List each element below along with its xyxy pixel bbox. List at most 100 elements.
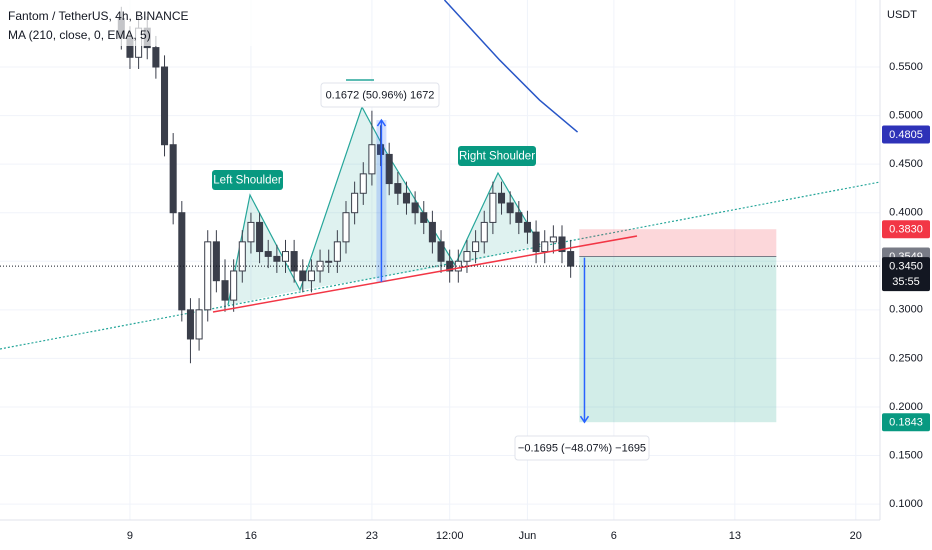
neckline (212, 235, 638, 313)
candle-body (515, 212, 523, 223)
candle-body (342, 212, 350, 243)
y-tick-label: 0.1500 (889, 449, 923, 461)
candle-body (402, 192, 410, 204)
candle-body (541, 241, 549, 253)
candle-body (558, 236, 566, 253)
candle-body (325, 260, 333, 263)
candle-body (273, 255, 281, 262)
arrow-head (579, 415, 590, 424)
price-label-box (882, 257, 930, 292)
overlay: 0.1672 (50.96%) 1672 −0.1695 (−48.07%) −1… (0, 0, 880, 461)
position-tool (579, 229, 777, 423)
y-tick-label: 0.3000 (889, 304, 923, 316)
candle-body (307, 270, 315, 282)
candle-body (394, 183, 402, 194)
x-tick-label: 20 (850, 530, 862, 542)
annotation: Right Shoulder (459, 151, 535, 163)
measure-label-box (514, 435, 650, 461)
price-label: 0.1843 (889, 417, 923, 429)
price-label-box (882, 413, 930, 432)
price-label: 0.3830 (889, 224, 923, 236)
pattern-line (227, 105, 541, 306)
x-tick-label: 12:00 (436, 530, 464, 542)
price-label-box (882, 220, 930, 239)
candle-body (428, 221, 436, 243)
y-tick-label: 0.5000 (889, 109, 923, 121)
candle-body (230, 270, 238, 301)
candle-body (437, 241, 445, 262)
candle-body (169, 144, 177, 214)
legend-bg (0, 0, 300, 46)
x-tick-label: 16 (245, 530, 257, 542)
y-axis-label: USDT (887, 9, 917, 21)
candle-body (204, 241, 212, 311)
candle-body (523, 221, 531, 233)
candle-body (549, 236, 557, 243)
candle-body (454, 260, 462, 272)
dotted-trend-line (0, 181, 881, 350)
candle-body (247, 221, 255, 243)
candle-body (359, 173, 367, 194)
annotation-box (212, 170, 283, 190)
candle-body (377, 144, 385, 155)
candle-body (281, 251, 290, 262)
measure-label: 0.1672 (50.96%) 1672 (326, 89, 435, 101)
x-tick-label: 13 (729, 530, 741, 542)
target-zone (579, 256, 777, 423)
x-tick-label: 23 (366, 530, 378, 542)
ma-line (443, 0, 579, 133)
candle-body (299, 270, 307, 282)
candle-body (195, 309, 203, 340)
y-tick-label: 0.5500 (889, 61, 923, 73)
candle-body (480, 221, 488, 243)
candle-body (411, 202, 419, 214)
y-tick-label: 0.4000 (889, 207, 923, 219)
x-tick-label: 9 (127, 530, 133, 542)
price-label: 0.3450 (889, 261, 923, 273)
candle-body (152, 47, 160, 68)
price-label: 0.4805 (889, 129, 923, 141)
candle-body (238, 241, 246, 272)
indicator-label: MA (210, close, 0, EMA, 5) (8, 28, 151, 42)
annotation-box (458, 146, 536, 166)
candle-body (446, 260, 454, 272)
candle-body (290, 251, 298, 272)
measure-label: −0.1695 (−48.07%) −1695 (518, 442, 646, 454)
candle-body (178, 212, 186, 311)
chart-title: Fantom / TetherUS, 4h, BINANCE (8, 9, 189, 23)
y-tick-label: 0.4500 (889, 158, 923, 170)
candle-body (256, 221, 264, 253)
countdown: 35:55 (892, 276, 920, 288)
candle-body (463, 251, 471, 262)
price-label-box (882, 125, 930, 144)
candle-body (497, 192, 506, 204)
stop-zone (579, 229, 777, 257)
candle-body (532, 231, 540, 253)
pattern-fill (228, 107, 540, 305)
candle-body (506, 202, 514, 214)
candle-body (316, 260, 324, 272)
candle-body (351, 192, 359, 214)
annotation: Left Shoulder (213, 175, 282, 187)
y-tick-label: 0.2500 (889, 352, 923, 364)
candle-body (212, 241, 220, 282)
candle-body (567, 251, 575, 267)
measure-label-box (320, 82, 440, 108)
candle-body (489, 192, 497, 223)
x-tick-label: 6 (611, 530, 617, 542)
candle-body (221, 280, 229, 301)
y-tick-label: 0.2000 (889, 401, 923, 413)
candle-body (161, 66, 169, 146)
y-tick-label: 0.1000 (889, 498, 923, 510)
candle-body (264, 251, 272, 257)
candle-body (420, 212, 428, 223)
arrow-head (376, 118, 387, 127)
candle-body (186, 309, 194, 340)
candle-body (472, 241, 480, 253)
candle-body (385, 153, 393, 185)
candle-body (368, 144, 376, 175)
x-tick-label: Jun (519, 530, 537, 542)
candle-body (333, 241, 341, 262)
